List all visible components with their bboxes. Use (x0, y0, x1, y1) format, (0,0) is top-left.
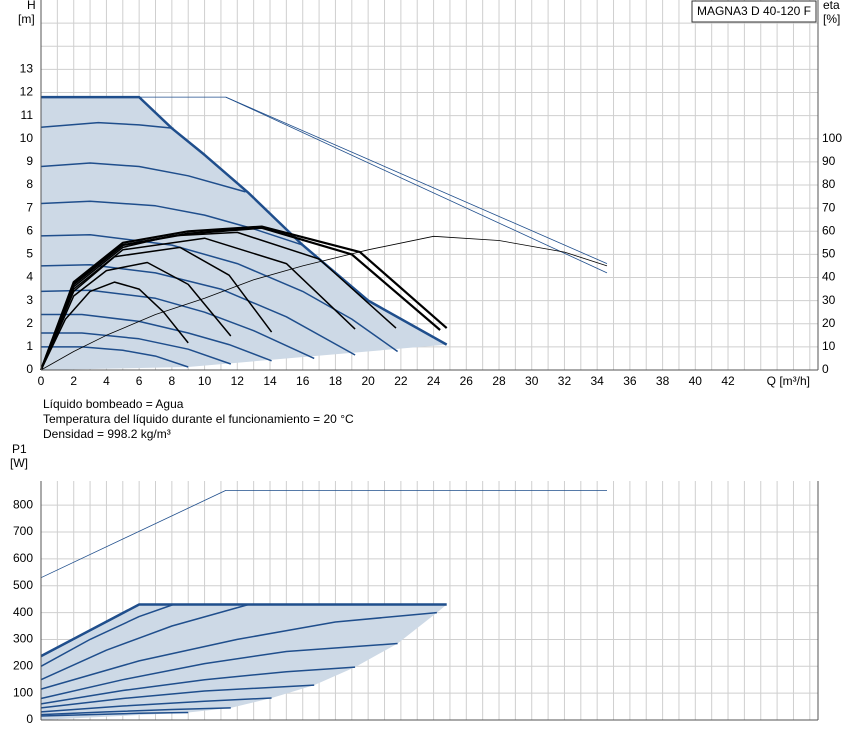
y-tick-label: 8 (26, 177, 33, 191)
y2-tick-label: 70 (822, 200, 836, 214)
x-tick-label: 2 (70, 374, 77, 388)
curve (40, 611, 437, 690)
y-tick-label: 400 (13, 605, 33, 619)
x-tick-label: 8 (169, 374, 176, 388)
x-tick-label: 36 (623, 374, 637, 388)
curve (41, 313, 272, 362)
y-tick-label: 100 (13, 685, 33, 699)
y2-axis-unit: [%] (823, 12, 840, 26)
curve (41, 346, 189, 368)
x-tick-label: 30 (525, 374, 539, 388)
curve (40, 684, 315, 709)
x-tick-label: 0 (38, 374, 45, 388)
curve (40, 235, 608, 371)
curve (40, 711, 189, 717)
x-tick-label: 22 (394, 374, 408, 388)
info-line: Temperatura del líquido durante el funci… (43, 412, 354, 426)
curve (40, 666, 356, 705)
x-tick-label: 18 (329, 374, 343, 388)
y-tick-label: 500 (13, 578, 33, 592)
y-tick-label: 9 (26, 154, 33, 168)
x-tick-label: 40 (689, 374, 703, 388)
y-tick-label: 300 (13, 632, 33, 646)
y2-tick-label: 90 (822, 154, 836, 168)
y-tick-label: 200 (13, 658, 33, 672)
y-tick-label: 1 (26, 339, 33, 353)
y-tick-label: 0 (26, 362, 33, 376)
y-axis-label: P1 (12, 442, 27, 456)
info-line: Líquido bombeado = Agua (43, 397, 184, 411)
curve (40, 697, 272, 713)
y2-tick-label: 60 (822, 223, 836, 237)
y-tick-label: 0 (26, 712, 33, 726)
y-tick-label: 600 (13, 551, 33, 565)
x-tick-label: 38 (656, 374, 670, 388)
y2-tick-label: 20 (822, 316, 836, 330)
y-tick-label: 11 (21, 108, 34, 122)
x-tick-label: 32 (558, 374, 572, 388)
curve (40, 261, 232, 371)
x-tick-label: 6 (136, 374, 143, 388)
x-tick-label: 14 (263, 374, 277, 388)
curve (40, 642, 398, 700)
curve (40, 233, 399, 353)
y-tick-label: 7 (26, 200, 33, 214)
curve (41, 332, 232, 365)
y-tick-label: 13 (20, 62, 34, 76)
x-tick-label: 12 (231, 374, 245, 388)
x-tick-label: 28 (492, 374, 506, 388)
y2-tick-label: 80 (822, 177, 836, 191)
y2-tick-label: 30 (822, 293, 836, 307)
x-tick-label: 34 (590, 374, 604, 388)
operating-area (41, 97, 447, 370)
x-tick-label: 10 (198, 374, 212, 388)
x-tick-label: 20 (361, 374, 375, 388)
curve (40, 603, 447, 658)
y-tick-label: 3 (26, 293, 33, 307)
x-axis-label: Q [m³/h] (767, 374, 810, 388)
y2-tick-label: 0 (822, 362, 829, 376)
x-tick-label: 24 (427, 374, 441, 388)
y2-tick-label: 100 (822, 131, 842, 145)
y-tick-label: 6 (26, 223, 33, 237)
y-axis-unit: [W] (10, 456, 28, 470)
y-tick-label: 4 (26, 270, 33, 284)
y-tick-label: 2 (26, 316, 33, 330)
title-box (691, 0, 817, 23)
curve (40, 707, 231, 716)
y2-tick-label: 10 (822, 339, 836, 353)
y-tick-label: 700 (13, 524, 33, 538)
operating-area (41, 604, 447, 720)
curve (40, 490, 607, 579)
x-tick-label: 26 (460, 374, 474, 388)
x-tick-label: 4 (103, 374, 110, 388)
y-tick-label: 10 (20, 131, 34, 145)
x-tick-label: 42 (721, 374, 735, 388)
y-tick-label: 800 (13, 497, 33, 511)
y2-tick-label: 40 (822, 270, 836, 284)
y-axis-label: H (27, 0, 36, 12)
curve (40, 121, 174, 130)
y2-tick-label: 50 (822, 247, 836, 261)
curve (41, 95, 448, 346)
curve (40, 603, 174, 667)
curve (40, 162, 246, 193)
chart-title: MAGNA3 D 40-120 F (697, 4, 811, 18)
curve (40, 603, 249, 681)
y2-axis-label: eta (823, 0, 840, 12)
info-line: Densidad = 998.2 kg/m³ (43, 427, 171, 441)
curve (225, 96, 608, 274)
y-tick-label: 12 (20, 85, 34, 99)
y-axis-unit: [m] (18, 12, 35, 26)
curve (40, 264, 356, 356)
x-tick-label: 16 (296, 374, 310, 388)
y-tick-label: 5 (26, 247, 33, 261)
curve (40, 200, 303, 246)
